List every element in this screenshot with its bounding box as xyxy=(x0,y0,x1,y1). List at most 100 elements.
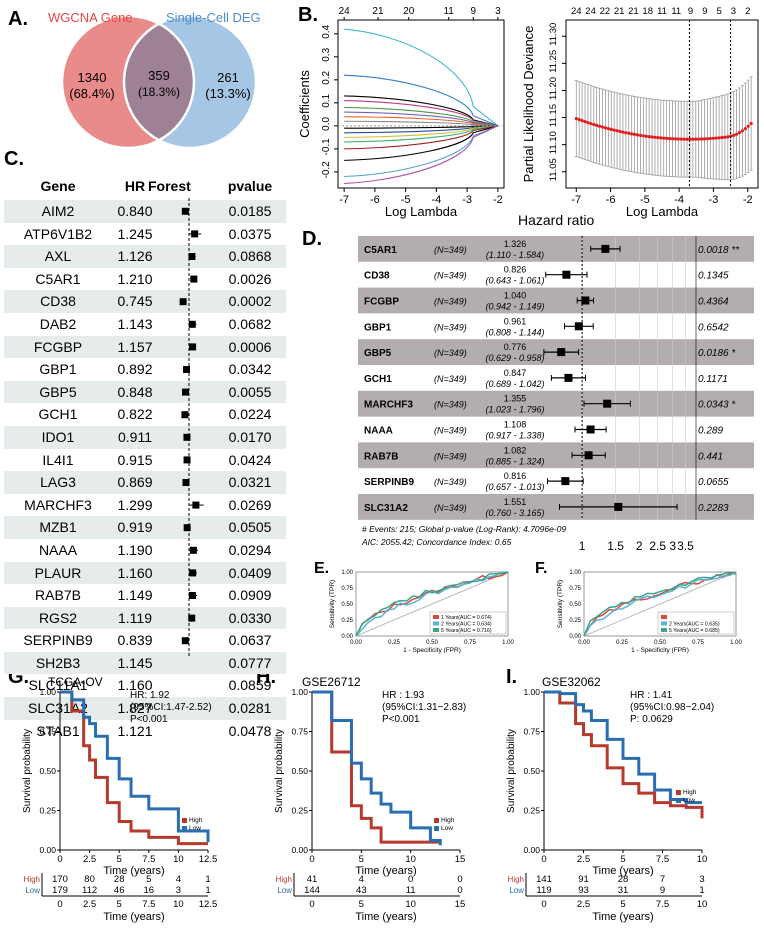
multi-point xyxy=(557,348,566,357)
venn-overlap xyxy=(124,16,194,148)
km-risk-low: 179 xyxy=(52,885,68,896)
coef-ylabel: Coefficients xyxy=(297,70,312,138)
km-x-tick: 0 xyxy=(309,854,314,865)
hr-value: 1.245 xyxy=(117,225,153,242)
multi-hr: 1.355 xyxy=(504,394,527,404)
km-xlabel: Time (years) xyxy=(355,865,416,877)
panel-label-c: C. xyxy=(4,148,24,170)
cv-point xyxy=(580,119,584,123)
cv-point xyxy=(691,137,695,141)
multi-hr: 1.108 xyxy=(504,420,527,430)
table-row: MARCHF3 1.299 0.0269 xyxy=(4,494,286,517)
p-value: 0.0224 xyxy=(228,406,272,423)
km-legend-label: High xyxy=(189,817,203,824)
coef-x-tick: -6 xyxy=(370,194,380,206)
forest-point xyxy=(182,388,190,396)
roc-y-tick: 1.00 xyxy=(341,570,353,576)
roc-x-tick: 0.75 xyxy=(464,640,476,646)
forest-point xyxy=(192,501,200,509)
cv-point xyxy=(708,136,712,141)
hr-value: 1.160 xyxy=(117,677,153,694)
cv-point xyxy=(682,137,686,141)
gene-name: SERPINB9 xyxy=(23,632,93,649)
venn-mid-count: 359 xyxy=(148,68,170,83)
panel-label-e: E. xyxy=(314,560,330,577)
p-value: 0.0342 xyxy=(228,361,272,378)
cv-point xyxy=(574,116,578,121)
multi-point xyxy=(601,244,610,253)
km-risk-x-tick: 10 xyxy=(173,899,184,910)
p-value: 0.0170 xyxy=(228,428,272,445)
cv-point xyxy=(589,121,593,126)
col-header-pvalue: pvalue xyxy=(227,178,273,194)
km-risk-x-tick: 0 xyxy=(57,899,62,910)
forest-point xyxy=(189,546,197,554)
km-y-tick: 1.00 xyxy=(291,687,308,697)
multi-ci: (0.657 - 1.013) xyxy=(485,482,544,492)
p-value: 0.0868 xyxy=(228,248,272,265)
cv-point xyxy=(662,136,666,140)
forest-point xyxy=(188,320,196,328)
km-y-tick: 0.00 xyxy=(39,845,56,855)
table-row: AIM2 0.840 0.0185 xyxy=(4,200,286,223)
cv-point xyxy=(609,127,613,131)
cv-point xyxy=(667,136,672,141)
km-risk-x-tick: 5 xyxy=(117,899,122,910)
roc-ylabel: Sensitivity (TPR) xyxy=(557,580,564,628)
km-xlabel: Time (years) xyxy=(592,865,653,877)
multi-p: 0.6542 xyxy=(698,322,729,333)
venn-right-pct: (13.3%) xyxy=(205,86,251,101)
coef-y-tick: 0.4 xyxy=(321,24,332,38)
table-row: ATP6V1B2 1.245 0.0375 xyxy=(4,223,286,246)
cv-point xyxy=(595,123,599,127)
multi-ci: (0.629 - 0.958) xyxy=(485,353,544,363)
coef-xlabel: Log Lambda xyxy=(385,204,458,219)
p-value: 0.0682 xyxy=(228,315,272,332)
km-p: P<0.001 xyxy=(130,714,168,725)
km-risk-x-tick: 10 xyxy=(405,899,416,910)
cv-y-tick: 11.30 xyxy=(548,23,559,46)
p-value: 0.0409 xyxy=(228,564,272,581)
km-y-tick: 0.25 xyxy=(291,806,308,816)
km-risk-low: 144 xyxy=(304,885,320,896)
km-risk-label: High xyxy=(508,875,524,884)
cv-point xyxy=(603,126,608,130)
cv-ylabel: Partial Likelihood Deviance xyxy=(521,26,536,183)
forest-point xyxy=(181,207,189,215)
roc-diagonal xyxy=(355,571,509,637)
multi-footer-1: # Events: 215; Global p-value (Log-Rank)… xyxy=(362,524,566,534)
km-legend-swatch xyxy=(676,798,681,803)
multi-p: 0.0343 * xyxy=(698,400,736,411)
roc-y-tick: 0.25 xyxy=(341,618,353,624)
km-legend-label: Low xyxy=(189,825,201,832)
km-risk-low: 46 xyxy=(114,885,125,896)
multi-hr: 1.551 xyxy=(504,497,527,507)
cv-point xyxy=(612,128,616,132)
km-risk-x-tick: 7.5 xyxy=(656,899,669,910)
gene-name: FCGBP xyxy=(33,338,83,355)
roc-y-tick: 0.50 xyxy=(341,602,353,608)
col-header-gene: Gene xyxy=(40,178,76,194)
km-hr: HR : 1.41 xyxy=(630,690,673,701)
multi-ci: (0.885 - 1.324) xyxy=(485,456,544,466)
cv-point xyxy=(732,133,736,137)
table-row: C5AR1 1.210 0.0026 xyxy=(4,268,286,291)
gene-name: MZB1 xyxy=(39,519,77,536)
table-row: STAB1 1.121 0.0478 xyxy=(4,720,286,743)
forest-point xyxy=(183,433,191,441)
multi-point xyxy=(584,451,593,460)
km-risk-low: 31 xyxy=(618,885,629,896)
forest-point xyxy=(179,298,187,306)
cv-y-tick: 11.15 xyxy=(548,104,559,127)
gene-name: AIM2 xyxy=(41,203,75,219)
km-x-tick: 5 xyxy=(620,854,625,865)
km-risk-low: 119 xyxy=(536,885,551,896)
cv-x-tick: -7 xyxy=(571,194,581,206)
multi-n: (N=349) xyxy=(434,245,467,255)
cv-point xyxy=(600,125,605,129)
multi-n: (N=349) xyxy=(434,451,467,461)
multi-x-tick: 2.5 xyxy=(649,539,666,553)
cv-top-tick: 2 xyxy=(745,6,750,17)
hr-value: 1.299 xyxy=(117,496,153,513)
panel-label-f: F. xyxy=(535,560,548,577)
